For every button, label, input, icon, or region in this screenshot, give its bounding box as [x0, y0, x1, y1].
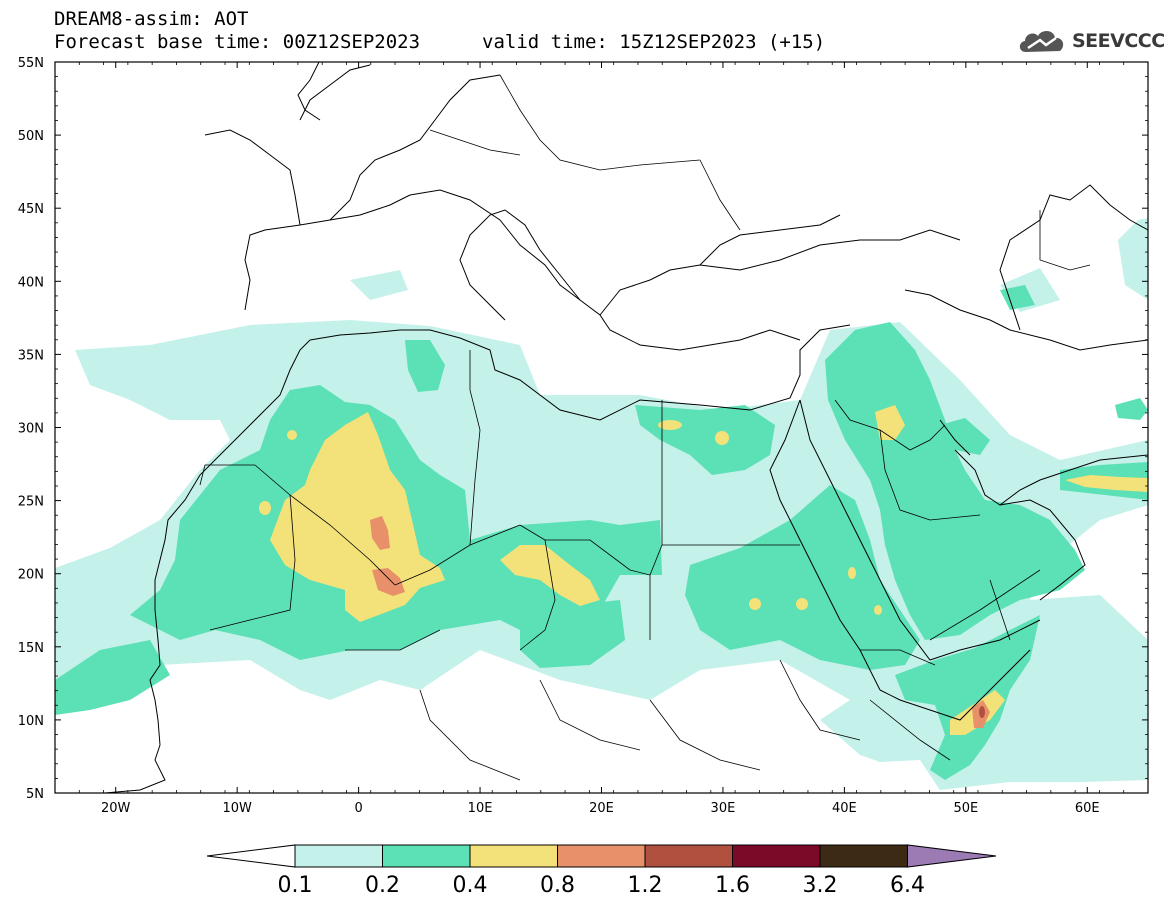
lon-label: 40E	[832, 801, 857, 816]
lat-label: 25N	[18, 495, 44, 510]
lon-label: 20E	[589, 801, 614, 816]
colorbar-label: 0.8	[540, 873, 575, 898]
lon-label: 60E	[1075, 801, 1100, 816]
lat-label: 45N	[18, 202, 44, 217]
colorbar-segment	[819, 844, 908, 868]
colorbar-segment	[469, 844, 558, 868]
colorbar-label: 3.2	[803, 873, 838, 898]
borders	[199, 74, 1091, 781]
colorbar-segment	[644, 844, 733, 868]
colorbar-segment	[557, 844, 646, 868]
colorbar-segment	[294, 844, 383, 868]
logo-text: SEEVCCC	[1072, 30, 1165, 52]
coastlines	[104, 62, 1148, 793]
lon-label: 10E	[468, 801, 493, 816]
lat-label: 30N	[18, 422, 44, 437]
colorbar-segment	[732, 844, 821, 868]
aot-class-1-2	[979, 706, 985, 718]
lon-label: 30E	[711, 801, 736, 816]
colorbar-label: 0.2	[365, 873, 400, 898]
colorbar-label: 0.1	[278, 873, 313, 898]
colorbar-label: 1.6	[715, 873, 750, 898]
colorbar-upper-extension	[907, 844, 997, 868]
colorbar-lower-extension	[206, 844, 296, 868]
forecast-base-time: Forecast base time: 00Z12SEP2023	[54, 31, 421, 53]
lon-label: 0	[354, 801, 362, 816]
lat-label: 20N	[18, 568, 44, 583]
lon-label: 50E	[953, 801, 978, 816]
colorbar-label: 0.4	[453, 873, 488, 898]
lat-label: 55N	[18, 56, 44, 71]
lat-label: 40N	[18, 275, 44, 290]
lat-label: 5N	[26, 787, 44, 802]
aot-class-0-4	[259, 405, 1148, 735]
colorbar-label: 6.4	[890, 873, 925, 898]
lat-label: 10N	[18, 714, 44, 729]
cloud-icon	[1019, 30, 1064, 52]
colorbar-segment	[382, 844, 471, 868]
lat-label: 50N	[18, 129, 44, 144]
seevccc-logo: SEEVCCC	[1016, 24, 1165, 58]
lon-label: 20W	[101, 801, 131, 816]
lon-label: 10W	[222, 801, 252, 816]
valid-time: valid time: 15Z12SEP2023 (+15)	[482, 31, 826, 53]
lat-label: 35N	[18, 348, 44, 363]
lat-label: 15N	[18, 641, 44, 656]
chart-title: DREAM8-assim: AOT	[54, 8, 249, 30]
colorbar-label: 1.2	[628, 873, 663, 898]
